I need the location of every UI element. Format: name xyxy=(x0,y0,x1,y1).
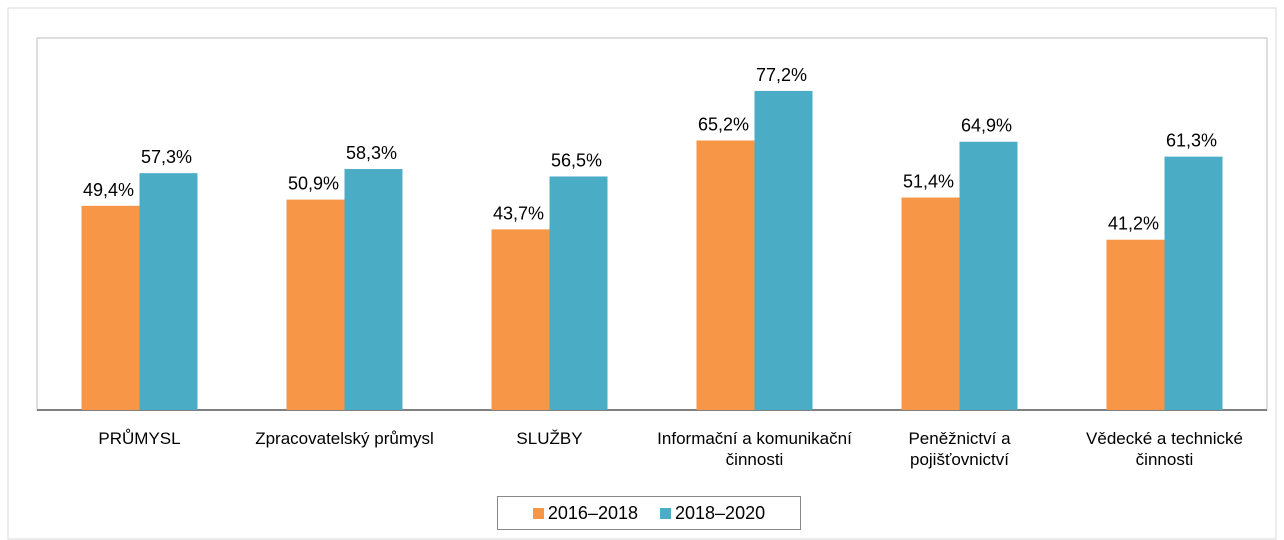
x-tick-label: Vědecké a technické činnosti xyxy=(1086,429,1243,469)
legend-item: 2018–2020 xyxy=(660,503,765,524)
data-label: 58,3% xyxy=(346,143,397,163)
data-label: 49,4% xyxy=(83,180,134,200)
data-label: 61,3% xyxy=(1166,131,1217,151)
data-label: 51,4% xyxy=(903,172,954,192)
data-label: 77,2% xyxy=(756,65,807,85)
plot-area xyxy=(36,37,1268,411)
data-label: 57,3% xyxy=(141,147,192,167)
legend-label: 2016–2018 xyxy=(547,502,638,523)
data-label: 64,9% xyxy=(961,116,1012,136)
bar xyxy=(696,140,755,411)
x-tick-label: Zpracovatelský průmysl xyxy=(255,429,434,448)
data-label: 50,9% xyxy=(288,174,339,194)
x-tick-label: Peněžnictví a pojišťovnictví xyxy=(908,429,1011,469)
bar xyxy=(549,176,608,410)
data-label: 43,7% xyxy=(493,203,544,223)
legend-item: 2016–2018 xyxy=(532,502,638,524)
data-label: 56,5% xyxy=(551,150,602,170)
bar xyxy=(1164,156,1223,410)
frame xyxy=(7,7,1277,540)
legend-swatch xyxy=(532,507,544,519)
bar xyxy=(901,197,960,410)
legend: 2016–2018 2018–2020 xyxy=(497,496,801,530)
bar xyxy=(959,141,1018,410)
bar xyxy=(286,199,345,410)
bar xyxy=(344,169,403,410)
x-tick-label: Informační a komunikační činnosti xyxy=(657,429,852,469)
bar xyxy=(491,229,550,410)
bar xyxy=(81,205,140,410)
data-label: 41,2% xyxy=(1108,214,1159,234)
bar xyxy=(754,90,813,410)
legend-label: 2018–2020 xyxy=(675,502,766,523)
legend-swatch xyxy=(660,507,671,519)
x-tick-label: PRŮMYSL xyxy=(98,429,181,448)
x-tick-label: SLUŽBY xyxy=(516,429,583,448)
bar xyxy=(1106,239,1165,410)
bar xyxy=(139,173,198,410)
data-label: 65,2% xyxy=(698,115,749,135)
